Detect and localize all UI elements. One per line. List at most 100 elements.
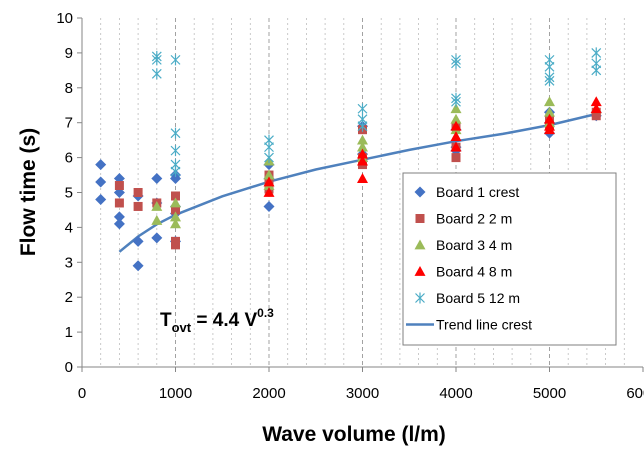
series-3-point: [151, 200, 163, 211]
series-2-point: [114, 198, 124, 208]
series-4-point: [544, 113, 555, 124]
x-tick-label: 2000: [252, 385, 285, 402]
series-4-points: [263, 96, 602, 197]
series-5-point: [591, 64, 602, 76]
series-5-point: [451, 57, 461, 69]
tick-labels: 0 1 2 3 4 5 6 7 8 9 10 0 1000 2000 3000 4000 5000 6000: [56, 10, 644, 402]
legend-marker: [415, 292, 425, 304]
series-3-point: [450, 113, 462, 124]
y-tick-label: 3: [65, 254, 73, 271]
series-3-point: [357, 141, 368, 152]
legend-box: [402, 172, 617, 346]
series-1-point: [132, 235, 144, 247]
axes: [77, 17, 644, 372]
series-5-point: [544, 61, 555, 73]
trend-equation: Tovt = 4.4 V0.3: [160, 306, 274, 335]
series-4-point: [450, 131, 462, 142]
y-axis-title: Flow time (s): [17, 128, 40, 256]
series-1-point: [95, 159, 107, 171]
series-4-point: [590, 103, 602, 114]
y-tick-label: 1: [65, 324, 73, 341]
series-3-points: [151, 96, 602, 229]
series-1-point: [170, 173, 181, 185]
series-2-point: [451, 153, 461, 163]
x-axis-title: Wave volume (l/m): [262, 423, 446, 446]
legend-label: Board 1 crest: [436, 184, 519, 200]
x-tick-label: 1000: [159, 385, 192, 402]
series-1-point: [113, 218, 125, 230]
x-tick-label: 3000: [346, 385, 379, 402]
series-2-point: [591, 111, 601, 121]
x-tick-label: 6000: [626, 385, 644, 402]
series-4-point: [544, 124, 555, 135]
series-5-point: [264, 141, 274, 153]
legend-label: Trend line crest: [436, 317, 532, 333]
y-tick-label: 2: [65, 289, 73, 306]
series-5-point: [591, 47, 602, 59]
legend-marker: [414, 186, 426, 198]
series-4-point: [357, 155, 368, 166]
x-tick-label: 0: [78, 385, 86, 402]
series-4-point: [357, 148, 368, 159]
equation-subscript: ovt: [172, 320, 192, 335]
series-5-point: [451, 96, 461, 108]
series-1-point: [151, 173, 163, 185]
series-3-point: [170, 197, 181, 208]
series-5-point: [170, 145, 181, 157]
legend-label: Board 3 4 m: [436, 237, 512, 253]
equation-middle: = 4.4 V: [191, 310, 257, 331]
series-1-point: [95, 193, 107, 205]
series-5-point: [544, 75, 555, 87]
legend-label: Board 2 2 m: [436, 211, 512, 227]
x-tick-label: 4000: [439, 385, 472, 402]
series-2-point: [133, 188, 143, 197]
y-tick-label: 4: [65, 219, 73, 236]
series-3-point: [544, 96, 555, 107]
series-3-point: [263, 169, 275, 180]
y-tick-label: 7: [65, 115, 73, 132]
series-5-point: [170, 127, 181, 139]
y-tick-label: 8: [65, 80, 73, 97]
series-3-point: [170, 211, 181, 222]
series-1-point: [113, 211, 125, 223]
series-2-point: [133, 201, 143, 211]
series-1-point: [151, 232, 163, 244]
series-2-point: [171, 240, 180, 250]
y-tick-label: 10: [56, 10, 73, 27]
series-5-point: [264, 152, 274, 164]
y-tick-label: 6: [65, 150, 73, 167]
series-5-point: [151, 54, 162, 66]
series-1-point: [263, 200, 275, 212]
series-5-point: [170, 54, 181, 66]
series-4-point: [263, 187, 275, 197]
data-points: [95, 47, 602, 272]
legend-label: Board 4 8 m: [436, 264, 512, 280]
legend-label: Board 5 12 m: [436, 290, 520, 306]
series-1-point: [132, 260, 144, 272]
series-5-point: [357, 120, 368, 132]
legend-marker: [415, 214, 425, 223]
series-2-point: [171, 191, 180, 201]
series-3-point: [151, 214, 163, 225]
series-3-point: [450, 103, 462, 114]
series-5-point: [170, 166, 181, 178]
series-4-point: [450, 120, 462, 131]
legend-marker: [414, 266, 426, 276]
series-4-point: [357, 173, 368, 183]
series-4-point: [450, 141, 462, 152]
equation-superscript: 0.3: [257, 306, 274, 320]
legend: Board 1 crest Board 2 2 m Board 3 4 m Board…: [402, 172, 617, 346]
y-tick-label: 5: [65, 185, 73, 202]
series-2-point: [114, 181, 124, 191]
x-tick-label: 5000: [533, 385, 566, 402]
legend-marker: [414, 239, 426, 250]
series-5-point: [151, 68, 162, 80]
series-5-point: [357, 103, 368, 115]
series-4-point: [590, 96, 602, 107]
series-5-points: [151, 47, 602, 178]
series-3-point: [544, 106, 555, 117]
series-2-point: [171, 205, 180, 215]
series-4-point: [263, 176, 275, 187]
series-3-point: [357, 134, 368, 145]
y-tick-label: 9: [65, 45, 73, 62]
